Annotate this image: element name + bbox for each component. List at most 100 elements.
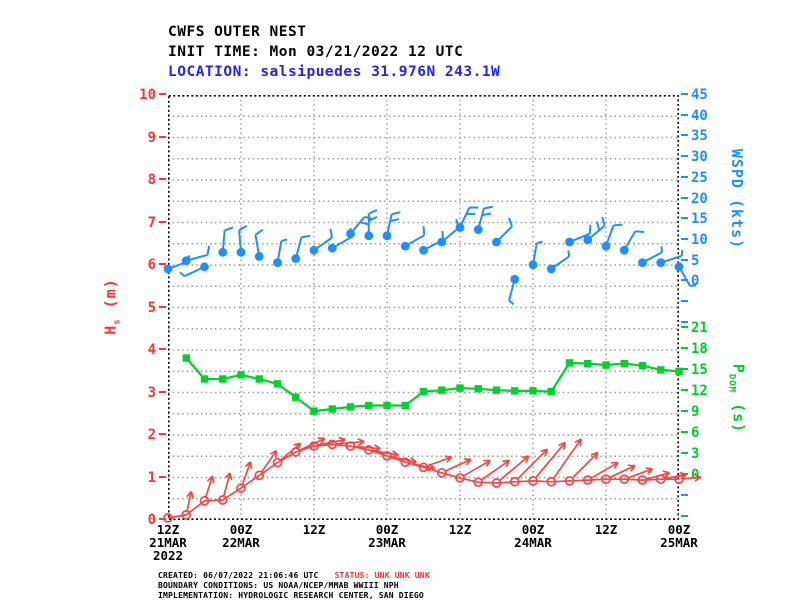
hs-point [455, 473, 465, 483]
wave-direction-arrow [609, 464, 636, 479]
pdom-point [492, 386, 501, 394]
date-tick-label: 22MAR [222, 535, 260, 550]
hs-point [181, 510, 192, 520]
hs-point [619, 474, 630, 485]
hs-point [637, 475, 648, 485]
axis-tick-mark [681, 175, 688, 178]
wspd-tick-label: 0 [681, 273, 699, 289]
location-label: LOCATION: [168, 64, 261, 80]
wspd-point [400, 241, 410, 251]
axis-tick-mark [681, 134, 688, 137]
date-tick-label: 23MAR [368, 535, 406, 550]
axis-tick-mark [681, 258, 688, 261]
hs-point [236, 483, 246, 493]
axis-tick-mark [681, 430, 688, 433]
hs-point [418, 462, 429, 473]
pdom-point [365, 401, 373, 410]
pdom-point [419, 387, 428, 396]
pdom-tick-label: 15 [681, 362, 708, 378]
pdom-point [200, 375, 209, 383]
pdom-point [310, 407, 318, 415]
hs-tick-label: 1 [118, 470, 166, 486]
date-tick-label: 24MAR [514, 535, 552, 550]
wspd-point [583, 235, 593, 245]
wspd-tick-label: 10 [681, 232, 708, 248]
hs-tick-label: 6 [118, 257, 166, 273]
pdom-point [383, 401, 391, 410]
hs-point [345, 441, 356, 451]
axis-tick-mark [159, 263, 166, 265]
plot-frame [168, 95, 679, 520]
pdom-point [328, 405, 336, 413]
hs-point [436, 467, 447, 478]
wspd-point [218, 247, 228, 257]
hs-tick-label: 8 [118, 172, 166, 188]
pdom-point [565, 359, 574, 367]
pdom-point [638, 362, 647, 370]
hs-tick-label: 4 [118, 342, 166, 358]
time-tick-label: 12Z [302, 522, 326, 537]
pdom-point [273, 380, 282, 388]
pdom-tick-label: 18 [681, 341, 708, 357]
axis-tick-mark [159, 178, 166, 180]
wave-direction-arrow [261, 450, 278, 473]
pdom-point [438, 386, 446, 394]
axis-tick-mark [159, 135, 166, 138]
pdom-point [584, 359, 592, 368]
wave-direction-arrow [463, 459, 492, 477]
time-tick-label: 00Z [521, 522, 545, 537]
pdom-point [292, 393, 300, 401]
axis-tick-mark [681, 321, 688, 323]
axis-tick-mark [681, 494, 688, 496]
pdom-point [602, 361, 610, 369]
wspd-tick-label: 30 [681, 149, 708, 165]
wspd-point [236, 247, 246, 257]
status-text: STATUS: UNK UNK UNK [334, 571, 430, 580]
wave-direction-arrow [628, 467, 654, 479]
wspd-point [601, 241, 611, 251]
wspd-point [382, 231, 392, 241]
wspd-tick-label: 5 [681, 253, 699, 269]
hs-point [655, 474, 666, 485]
hs-point [473, 477, 484, 488]
wave-direction-arrow [186, 490, 194, 511]
minor-tick-mark [681, 315, 691, 331]
minor-tick-mark [681, 509, 691, 525]
wspd-point [565, 237, 574, 247]
pdom-tick-label: 6 [681, 425, 699, 441]
pdom-point [456, 384, 464, 392]
wspd-point [273, 258, 282, 268]
time-tick-label: 12Z [594, 522, 618, 537]
axis-tick-mark [159, 390, 166, 393]
wave-direction-arrow [553, 438, 582, 479]
wspd-point [638, 258, 647, 268]
axis-tick-mark [681, 217, 688, 220]
axis-tick-mark [681, 451, 688, 454]
pdom-point [547, 387, 555, 396]
wspd-point [254, 252, 264, 261]
axis-tick-mark [159, 433, 166, 435]
init-time-text: INIT TIME: Mon 03/21/2022 12 UTC [168, 44, 464, 60]
axis-tick-mark [159, 348, 166, 350]
pdom-point [182, 354, 190, 362]
pdom-point [346, 403, 355, 411]
time-tick-label: 12Z [448, 522, 472, 537]
hs-point [272, 457, 283, 468]
minor-tick-mark [681, 294, 691, 310]
location-name: salsipuedes [260, 64, 362, 80]
wspd-point [346, 229, 355, 239]
pdom-tick-label: 12 [681, 383, 708, 399]
wave-direction-arrow [241, 461, 253, 485]
wave-direction-arrow [683, 473, 702, 482]
wspd-series [163, 205, 697, 306]
pdom-series [182, 354, 683, 415]
plot-area [163, 95, 702, 523]
time-tick-label: 00Z [667, 522, 691, 537]
chart-title: CWFS OUTER NEST [168, 24, 307, 40]
date-tick-label: 21MAR [149, 535, 187, 550]
hs-tick-label: 10 [118, 87, 166, 103]
hs-point [290, 447, 301, 457]
wave-direction-arrow [591, 461, 619, 479]
axis-tick-mark [681, 93, 688, 95]
axis-tick-mark [681, 155, 688, 158]
